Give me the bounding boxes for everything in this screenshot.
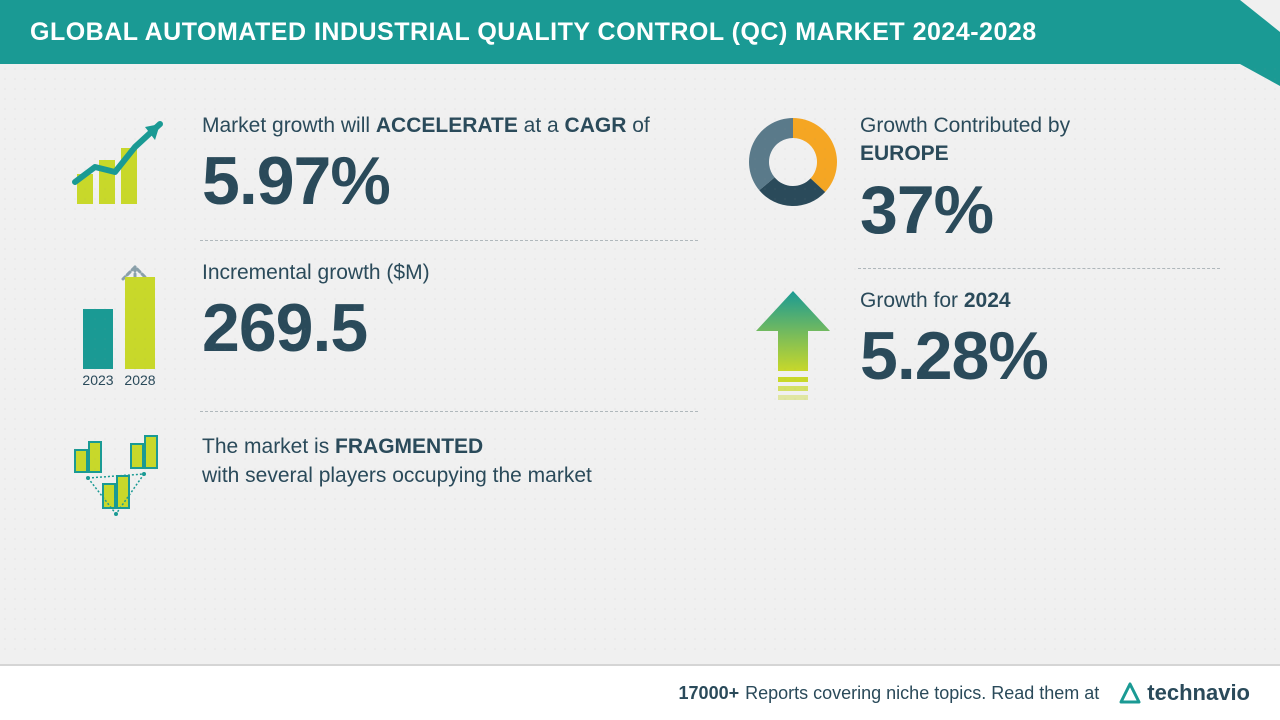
cagr-label-accelerate: ACCELERATE bbox=[376, 114, 518, 137]
region-label: Growth Contributed by EUROPE bbox=[860, 112, 1220, 169]
cagr-label-mid: at a bbox=[518, 114, 565, 137]
footer-bar: 17000+ Reports covering niche topics. Re… bbox=[0, 664, 1280, 720]
right-column: Growth Contributed by EUROPE 37% bbox=[698, 94, 1220, 644]
incremental-text: Incremental growth ($M) 269.5 bbox=[190, 259, 698, 365]
incremental-label: Incremental growth ($M) bbox=[202, 259, 698, 287]
brand-name: technavio bbox=[1147, 680, 1250, 706]
left-column: Market growth will ACCELERATE at a CAGR … bbox=[60, 94, 698, 644]
year-growth-metric: Growth for 2024 5.28% bbox=[738, 269, 1220, 429]
incremental-value: 269.5 bbox=[202, 293, 698, 364]
main-content: Market growth will ACCELERATE at a CAGR … bbox=[0, 64, 1280, 654]
page-title: GLOBAL AUTOMATED INDUSTRIAL QUALITY CONT… bbox=[30, 18, 1037, 47]
bar-year-2023: 2023 bbox=[82, 372, 113, 388]
fragmented-text: The market is FRAGMENTED with several pl… bbox=[190, 432, 592, 491]
fragmented-metric: The market is FRAGMENTED with several pl… bbox=[60, 412, 698, 542]
cagr-metric: Market growth will ACCELERATE at a CAGR … bbox=[60, 94, 698, 240]
cagr-label: Market growth will ACCELERATE at a CAGR … bbox=[202, 112, 698, 140]
bar-comparison-icon: 2023 2028 bbox=[60, 259, 190, 389]
region-label-europe: EUROPE bbox=[860, 142, 949, 165]
year-growth-label: Growth for 2024 bbox=[860, 287, 1220, 315]
footer-count: 17000+ bbox=[679, 683, 740, 704]
year-growth-pre: Growth for bbox=[860, 289, 964, 312]
fragmented-post: with several players occupying the marke… bbox=[202, 464, 592, 487]
region-value: 37% bbox=[860, 175, 1220, 246]
footer-text: Reports covering niche topics. Read them… bbox=[745, 683, 1099, 704]
buildings-icon bbox=[60, 432, 190, 522]
year-growth-value: 5.28% bbox=[860, 321, 1220, 392]
incremental-metric: 2023 2028 Incremental growth ($M) 269.5 bbox=[60, 241, 698, 411]
header-bar: GLOBAL AUTOMATED INDUSTRIAL QUALITY CONT… bbox=[0, 0, 1280, 64]
cagr-value: 5.97% bbox=[202, 146, 698, 217]
cagr-label-cagr: CAGR bbox=[565, 114, 627, 137]
up-arrow-icon bbox=[738, 287, 848, 407]
cagr-label-pre: Market growth will bbox=[202, 114, 376, 137]
brand-logo: technavio bbox=[1117, 680, 1250, 706]
donut-chart-icon bbox=[738, 112, 848, 212]
bar-year-2028: 2028 bbox=[124, 372, 155, 388]
header-corner-fold bbox=[1240, 0, 1280, 32]
region-label-pre: Growth Contributed by bbox=[860, 114, 1070, 137]
cagr-label-post: of bbox=[626, 114, 649, 137]
region-text: Growth Contributed by EUROPE 37% bbox=[848, 112, 1220, 246]
growth-chart-icon bbox=[60, 112, 190, 212]
fragmented-bold: FRAGMENTED bbox=[335, 435, 483, 458]
fragmented-pre: The market is bbox=[202, 435, 335, 458]
year-growth-year: 2024 bbox=[964, 289, 1011, 312]
region-metric: Growth Contributed by EUROPE 37% bbox=[738, 94, 1220, 268]
cagr-text: Market growth will ACCELERATE at a CAGR … bbox=[190, 112, 698, 218]
year-growth-text: Growth for 2024 5.28% bbox=[848, 287, 1220, 393]
